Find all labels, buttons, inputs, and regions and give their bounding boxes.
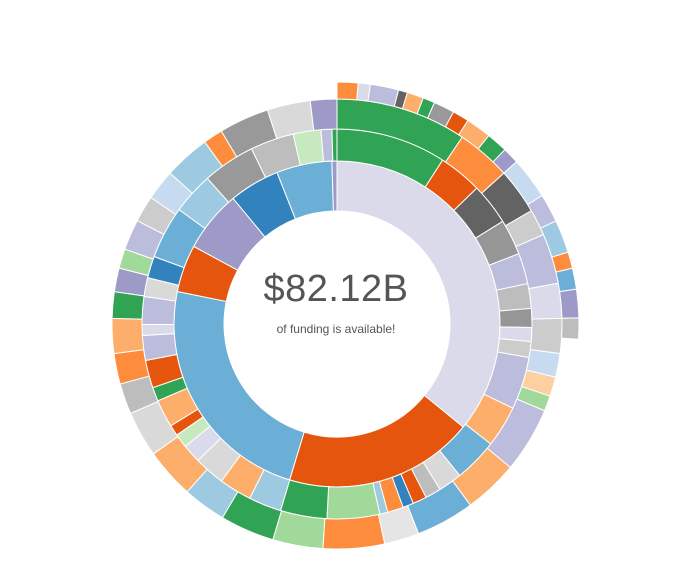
funding-caption: of funding is available! bbox=[276, 322, 396, 336]
segment-l2-40[interactable] bbox=[331, 128, 338, 162]
segment-l2-18[interactable] bbox=[326, 482, 381, 520]
segment-l3-5[interactable] bbox=[528, 282, 563, 320]
ring-level-1 bbox=[173, 160, 501, 488]
funding-amount: $82.12B bbox=[263, 268, 409, 310]
segment-l4-0[interactable] bbox=[336, 81, 359, 101]
segment-l3-6[interactable] bbox=[529, 317, 563, 355]
segment-l4-17[interactable] bbox=[561, 317, 580, 340]
segment-l4-15[interactable] bbox=[555, 267, 578, 293]
segment-l2-39[interactable] bbox=[320, 128, 334, 163]
segment-l3-22[interactable] bbox=[111, 317, 145, 355]
segment-l2-30[interactable] bbox=[141, 323, 175, 337]
segment-l3-33[interactable] bbox=[309, 98, 338, 131]
segment-l2-6[interactable] bbox=[498, 307, 533, 329]
ring-level-4 bbox=[336, 81, 580, 340]
segment-l4-16[interactable] bbox=[559, 288, 580, 319]
segment-l3-14[interactable] bbox=[322, 513, 386, 550]
